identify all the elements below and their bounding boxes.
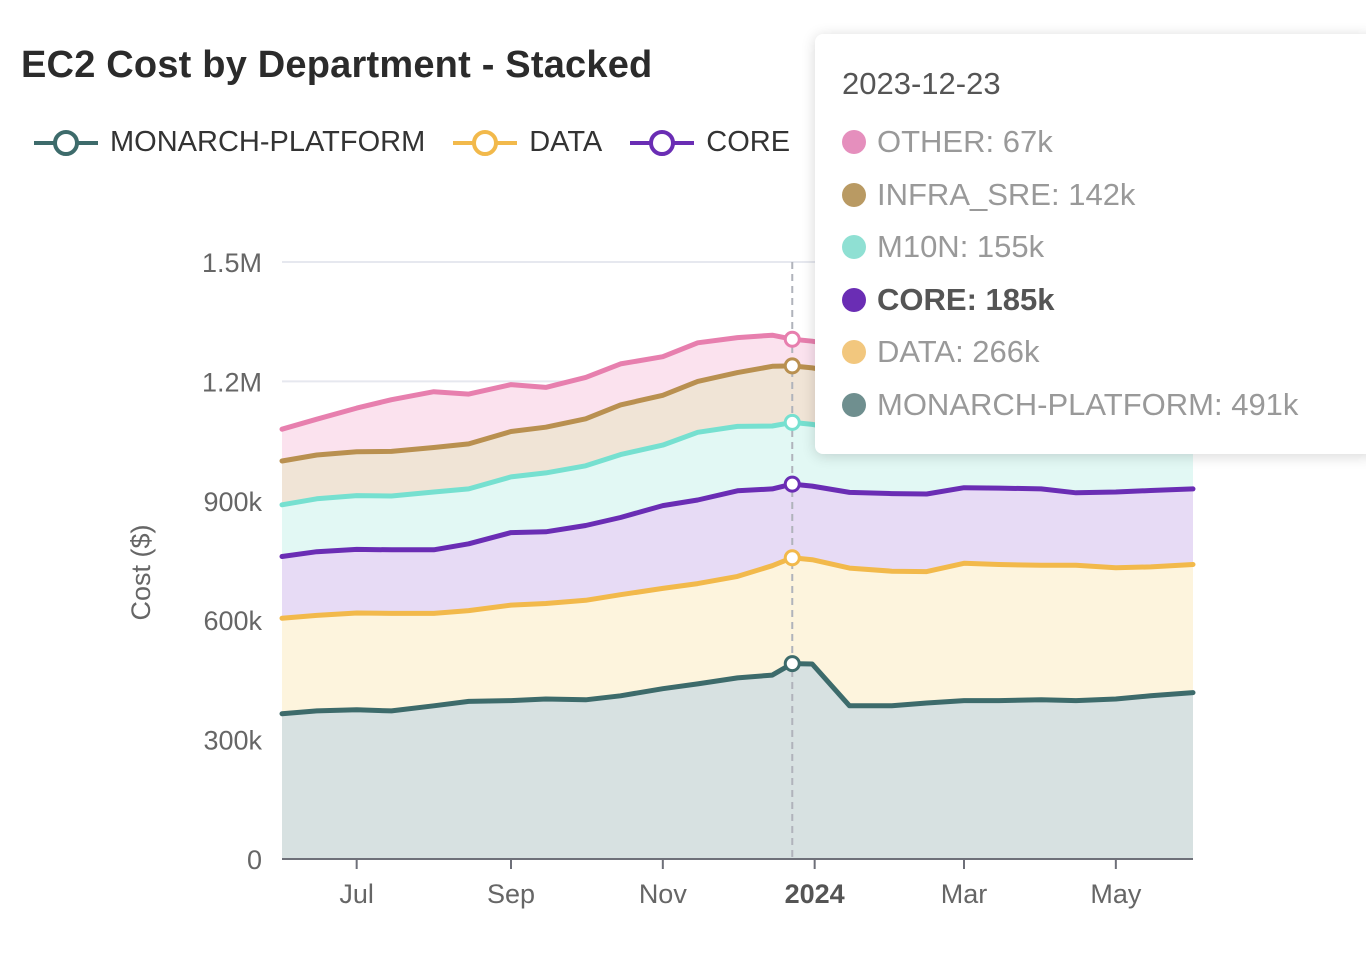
- tooltip-dot-icon: [842, 340, 866, 365]
- hover-crosshair: [783, 262, 801, 859]
- tooltip-row-label: CORE: 185k: [877, 281, 1055, 317]
- hover-point-monarch-platform[interactable]: [783, 655, 801, 673]
- legend-item-data[interactable]: DATA: [453, 126, 602, 159]
- tooltip-row-label: DATA: 266k: [877, 334, 1040, 370]
- legend-marker-core: [630, 129, 695, 156]
- tooltip-date: 2023-12-23: [842, 66, 1001, 101]
- x-tick-label: Sep: [487, 879, 535, 909]
- legend-label-core: CORE: [706, 126, 791, 158]
- area-data: [282, 557, 1193, 714]
- line-data[interactable]: [279, 555, 1196, 621]
- y-tick-label: 300k: [203, 726, 262, 756]
- tooltip-dot-icon: [842, 130, 866, 155]
- legend-label-data: DATA: [529, 126, 603, 158]
- y-axis-label: Cost ($): [126, 524, 156, 620]
- tooltip-dot-icon: [842, 235, 866, 260]
- x-tick-label: 2024: [785, 879, 845, 909]
- legend-label-monarch-platform: MONARCH-PLATFORM: [110, 126, 426, 158]
- tooltip-row-label: M10N: 155k: [877, 229, 1045, 265]
- area-monarch-platform: [282, 663, 1193, 859]
- hover-point-infra_sre[interactable]: [783, 357, 801, 375]
- tooltip-row-label: OTHER: 67k: [877, 124, 1053, 160]
- y-tick-label: 1.5M: [202, 248, 262, 278]
- tooltip-row-label: MONARCH-PLATFORM: 491k: [877, 386, 1299, 422]
- x-tick-label: Jul: [339, 879, 374, 909]
- tooltip-row: OTHER: 67k: [842, 116, 1366, 169]
- chart-title: EC2 Cost by Department - Stacked: [21, 44, 653, 86]
- hover-tooltip: 2023-12-23 OTHER: 67k INFRA_SRE: 142k M10N…: [815, 34, 1366, 454]
- y-tick-label: 1.2M: [202, 367, 262, 397]
- tooltip-row: CORE: 185k: [842, 274, 1366, 327]
- axes: 0 300k 600k 900k 1.2M 1.5M Cost ($) Jul Sep Nov 20…: [126, 248, 1193, 909]
- tooltip-rows: OTHER: 67k INFRA_SRE: 142k M10N: 155k CORE:…: [842, 116, 1366, 431]
- tooltip-dot-icon: [842, 392, 866, 417]
- tooltip-row: M10N: 155k: [842, 221, 1366, 274]
- hover-point-data[interactable]: [783, 549, 801, 567]
- area-core: [282, 484, 1193, 619]
- tooltip-row: INFRA_SRE: 142k: [842, 169, 1366, 222]
- tooltip-dot-icon: [842, 182, 866, 207]
- y-tick-label: 900k: [203, 487, 262, 517]
- line-monarch-platform[interactable]: [279, 661, 1196, 717]
- legend-marker-monarch-platform: [34, 129, 98, 156]
- x-tick-label: Mar: [941, 879, 988, 909]
- y-tick-label: 600k: [203, 606, 262, 636]
- hover-point-core[interactable]: [783, 475, 801, 493]
- tooltip-row: DATA: 266k: [842, 326, 1366, 379]
- tooltip-row: MONARCH-PLATFORM: 491k: [842, 379, 1366, 432]
- x-tick-label: Nov: [639, 879, 688, 909]
- hover-point-other[interactable]: [783, 330, 801, 348]
- tooltip-dot-icon: [842, 287, 866, 312]
- legend-marker-data: [453, 129, 518, 156]
- tooltip-row-label: INFRA_SRE: 142k: [877, 176, 1136, 212]
- y-tick-label: 0: [247, 845, 262, 875]
- chart-legend: MONARCH-PLATFORM DATA CORE: [34, 126, 818, 159]
- line-core[interactable]: [279, 481, 1196, 559]
- x-tick-label: May: [1090, 879, 1142, 909]
- hover-point-m10n[interactable]: [783, 413, 801, 431]
- legend-item-core[interactable]: CORE: [630, 126, 790, 159]
- legend-item-monarch-platform[interactable]: MONARCH-PLATFORM: [34, 126, 425, 159]
